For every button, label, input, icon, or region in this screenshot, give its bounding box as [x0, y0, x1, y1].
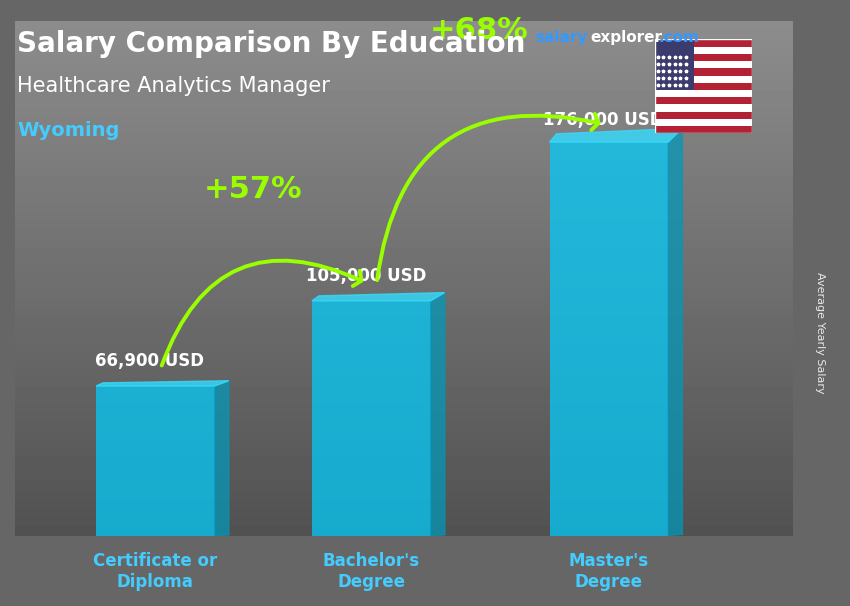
Polygon shape [96, 381, 229, 386]
Polygon shape [312, 293, 445, 301]
Text: +68%: +68% [430, 16, 529, 45]
Text: .com: .com [659, 30, 700, 45]
Text: Wyoming: Wyoming [17, 121, 119, 140]
Bar [654, 97, 752, 104]
Bar [654, 76, 752, 83]
Text: Average Yearly Salary: Average Yearly Salary [815, 273, 825, 394]
Bar [654, 68, 752, 76]
Bar [654, 90, 752, 97]
Bar [654, 54, 752, 61]
Bar [96, 386, 215, 536]
Bar [654, 83, 752, 90]
Text: explorer: explorer [591, 30, 663, 45]
Bar [654, 126, 752, 133]
Polygon shape [668, 128, 683, 536]
Bar [654, 112, 752, 119]
Bar [654, 39, 752, 47]
Text: 66,900 USD: 66,900 USD [95, 352, 205, 370]
Bar [550, 142, 668, 536]
Bar [654, 47, 752, 54]
Polygon shape [550, 128, 683, 142]
Bar [654, 61, 752, 68]
Bar [654, 39, 694, 90]
Bar [654, 104, 752, 112]
Text: Healthcare Analytics Manager: Healthcare Analytics Manager [17, 76, 330, 96]
Polygon shape [431, 293, 445, 536]
Text: +57%: +57% [203, 175, 302, 204]
Text: 176,000 USD: 176,000 USD [543, 111, 664, 128]
Text: Salary Comparison By Education: Salary Comparison By Education [17, 30, 525, 58]
Text: salary: salary [536, 30, 588, 45]
Polygon shape [215, 381, 229, 536]
Text: 105,000 USD: 105,000 USD [306, 267, 426, 285]
Bar [654, 119, 752, 126]
Bar [312, 301, 431, 536]
